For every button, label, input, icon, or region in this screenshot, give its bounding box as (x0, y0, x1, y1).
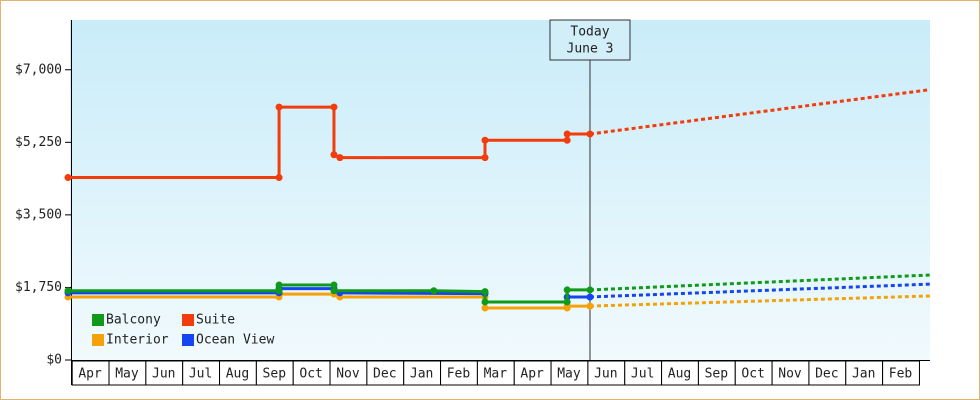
x-tick-label: Apr (78, 367, 102, 382)
point (275, 174, 283, 182)
projection-line (589, 294, 931, 308)
point (586, 302, 594, 310)
point (481, 154, 489, 162)
x-tick-label: Feb (889, 367, 913, 382)
y-tick-label: $1,750 (15, 280, 62, 295)
x-tick-label: Feb (447, 367, 471, 382)
month-cell (771, 360, 810, 386)
point (330, 287, 338, 295)
point (330, 103, 338, 111)
month-cell (108, 360, 147, 386)
month-cell (255, 360, 294, 386)
point (586, 286, 594, 294)
x-tick-label: Jul (631, 367, 654, 382)
month-cell (182, 360, 221, 386)
legend-swatch (92, 314, 104, 326)
projection-line (589, 88, 931, 136)
month-cell (550, 360, 589, 386)
x-tick-label: Oct (299, 367, 322, 382)
legend-label: Ocean View (196, 333, 274, 348)
x-tick-label: Dec (373, 367, 396, 382)
point (481, 304, 489, 312)
x-tick-label: Sep (705, 367, 729, 382)
x-tick-label: Nov (778, 367, 802, 382)
point (586, 130, 594, 138)
point (275, 103, 283, 111)
y-tick-label: $3,500 (15, 207, 62, 222)
y-tick-label: $7,000 (15, 62, 62, 77)
month-cell (292, 360, 331, 386)
y-tick-label: $0 (46, 353, 62, 368)
legend-label: Interior (106, 333, 169, 348)
x-tick-label: Sep (263, 367, 287, 382)
month-cell (587, 360, 626, 386)
point (481, 136, 489, 144)
x-tick-label: Mar (484, 367, 508, 382)
month-cell (329, 360, 368, 386)
y-tick-label: $5,250 (15, 135, 62, 150)
point (563, 298, 571, 306)
x-tick-label: Jan (852, 367, 875, 382)
point (275, 287, 283, 295)
point (563, 286, 571, 294)
point (64, 174, 72, 182)
today-label: Today (570, 25, 609, 40)
today-box (549, 19, 631, 61)
month-cell (366, 360, 405, 386)
x-tick-label: May (557, 367, 581, 382)
point (563, 136, 571, 144)
month-cell (513, 360, 552, 386)
month-cell (71, 360, 110, 386)
legend-swatch (182, 314, 194, 326)
point (64, 287, 72, 295)
month-cell (624, 360, 663, 386)
month-cell (734, 360, 773, 386)
x-tick-label: Jan (410, 367, 433, 382)
x-tick-label: Aug (668, 367, 691, 382)
point (330, 281, 338, 289)
x-tick-label: Nov (336, 367, 360, 382)
month-cell (403, 360, 442, 386)
x-tick-label: Dec (815, 367, 838, 382)
point (330, 151, 338, 159)
legend-label: Balcony (106, 313, 161, 328)
x-tick-label: Jun (594, 367, 617, 382)
legend-swatch (182, 334, 194, 346)
point (481, 298, 489, 306)
x-tick-label: May (115, 367, 139, 382)
x-tick-label: Apr (520, 367, 544, 382)
month-cell (219, 360, 257, 386)
x-tick-label: Jun (152, 367, 175, 382)
projection-line (589, 273, 931, 292)
projection-line (589, 282, 931, 299)
month-cell (882, 360, 920, 386)
point (275, 281, 283, 289)
legend-label: Suite (196, 313, 235, 328)
point (430, 287, 438, 295)
point (336, 154, 344, 162)
point (563, 130, 571, 138)
x-tick-label: Oct (741, 367, 764, 382)
month-cell (145, 360, 184, 386)
point (481, 288, 489, 296)
month-cell (661, 360, 699, 386)
x-tick-label: Aug (226, 367, 249, 382)
today-label: June 3 (567, 42, 614, 57)
x-tick-label: Jul (189, 367, 212, 382)
legend-swatch (92, 334, 104, 346)
series-line (68, 287, 590, 299)
point (586, 293, 594, 301)
month-cell (697, 360, 736, 386)
